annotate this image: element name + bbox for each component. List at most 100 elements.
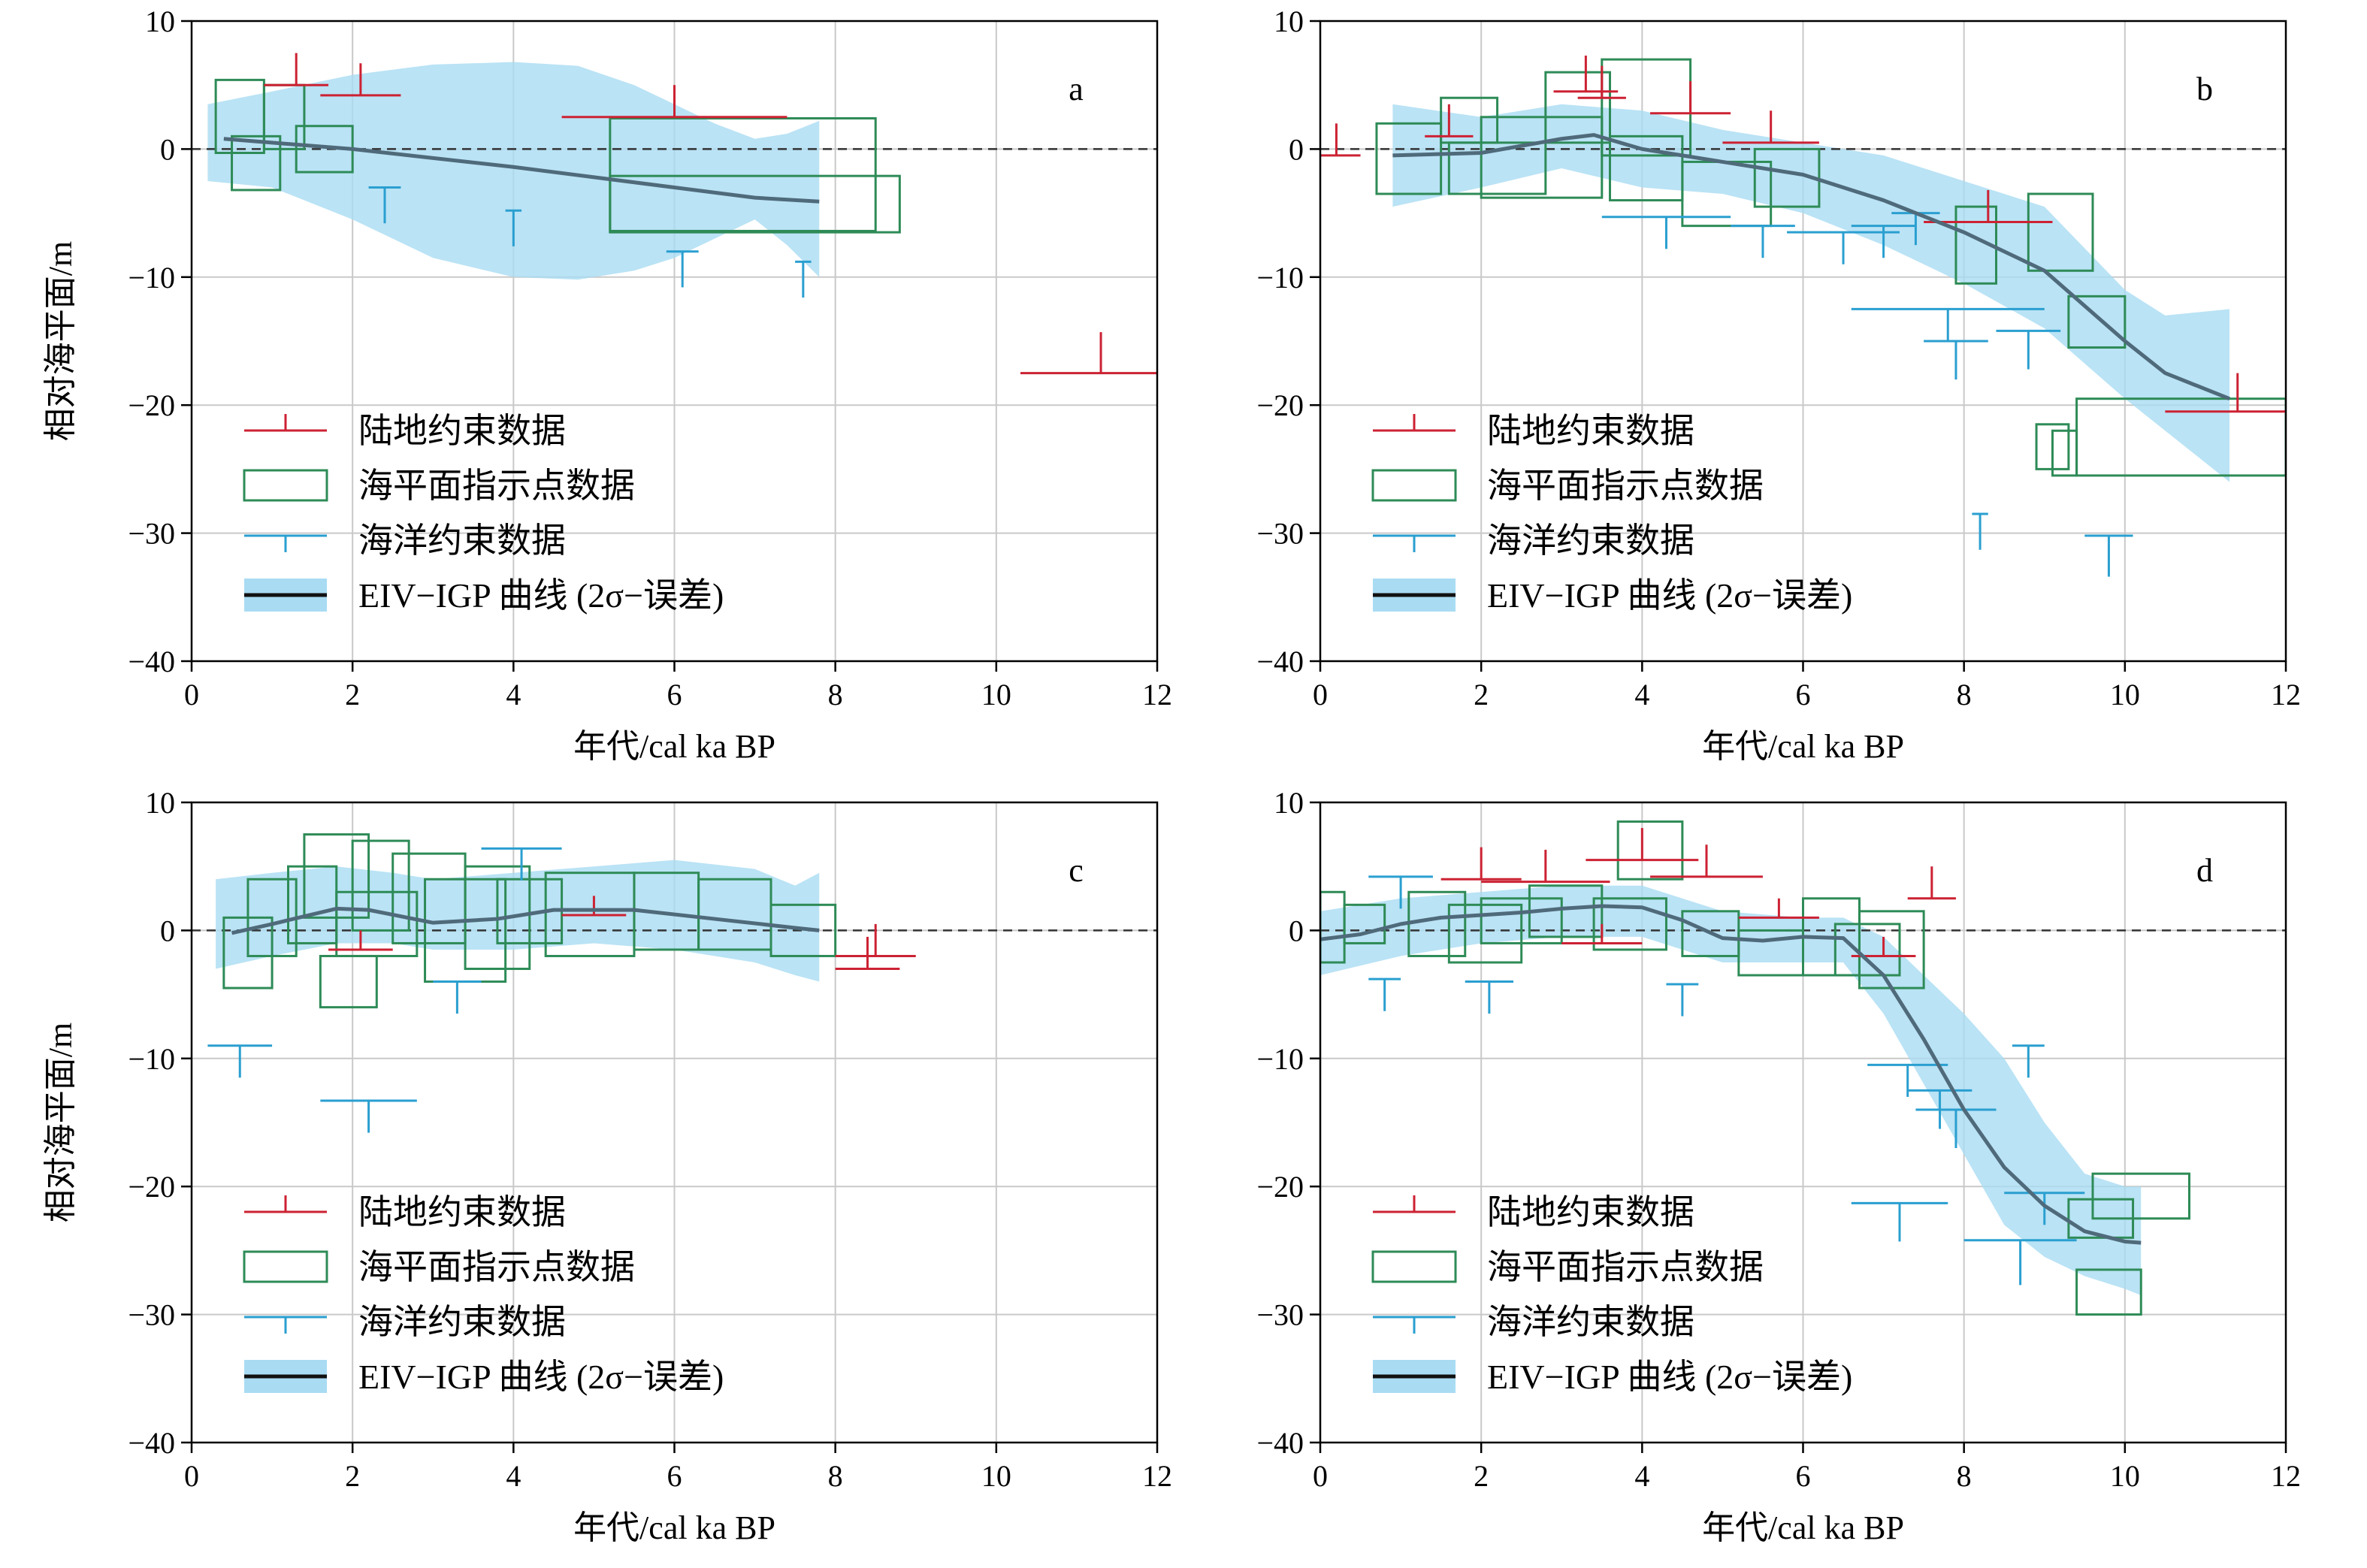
y-tick-label: −20 bbox=[1256, 1170, 1304, 1204]
x-tick-label: 8 bbox=[1957, 1459, 1972, 1493]
sea-level-index-box bbox=[1375, 122, 1443, 195]
y-tick-label: −20 bbox=[128, 1170, 175, 1204]
plot-area bbox=[1320, 56, 2286, 577]
x-axis-title: 年代/cal ka BP bbox=[573, 1509, 775, 1546]
y-tick-label: −40 bbox=[1256, 1426, 1304, 1460]
x-tick-label: 2 bbox=[345, 678, 360, 711]
y-tick-label: −10 bbox=[128, 1042, 175, 1076]
x-tick-label: 6 bbox=[1796, 678, 1811, 711]
y-tick-label: −10 bbox=[1256, 261, 1304, 295]
x-tick-label: 4 bbox=[1634, 1459, 1649, 1493]
sea-level-index-box bbox=[1480, 897, 1563, 944]
y-tick-label: 0 bbox=[160, 914, 175, 947]
uncertainty-band bbox=[216, 860, 820, 982]
y-axis-title: 相对海平面/m bbox=[42, 241, 79, 441]
x-tick-label: 6 bbox=[1796, 1459, 1811, 1493]
sea-level-index-box bbox=[1592, 897, 1667, 951]
sea-level-index-box bbox=[2067, 295, 2127, 349]
y-tick-label: −30 bbox=[1256, 1298, 1304, 1332]
x-tick-label: 8 bbox=[828, 1459, 843, 1493]
y-tick-label: 0 bbox=[1289, 132, 1304, 166]
sea-level-index-box bbox=[1447, 903, 1523, 964]
y-tick-label: 10 bbox=[1274, 786, 1304, 820]
legend-slip-box bbox=[1371, 469, 1457, 502]
x-tick-label: 4 bbox=[506, 1459, 521, 1493]
y-tick-label: −20 bbox=[128, 388, 175, 422]
legend-slip-box bbox=[1371, 1250, 1457, 1283]
sea-level-index-box bbox=[319, 954, 378, 1009]
x-axis-title: 年代/cal ka BP bbox=[1702, 728, 1904, 765]
sea-level-index-box bbox=[2027, 192, 2094, 272]
sea-level-index-box bbox=[464, 865, 531, 971]
x-tick-label: 12 bbox=[2271, 678, 2301, 711]
y-tick-label: 0 bbox=[1289, 914, 1304, 947]
x-tick-label: 12 bbox=[1142, 678, 1172, 711]
sea-level-index-box bbox=[1954, 205, 1997, 285]
sea-level-index-box bbox=[609, 174, 901, 234]
y-tick-label: −40 bbox=[1256, 645, 1304, 678]
x-tick-label: 10 bbox=[2110, 678, 2140, 711]
y-axis-title: 相对海平面/m bbox=[42, 1023, 79, 1222]
y-tick-label: −30 bbox=[1256, 517, 1304, 551]
uncertainty-band bbox=[1320, 885, 2142, 1296]
sea-level-index-box bbox=[1447, 141, 1547, 195]
sea-level-index-box bbox=[351, 839, 410, 932]
chart-panel-c: 0 2 4 6 8 10 12 10 0 −10 −20 −30 −40 c 年代/cal ka BP 相对海… bbox=[42, 786, 1172, 1546]
x-axis-title: 年代/cal ka BP bbox=[573, 728, 775, 765]
chart-panel-b: 0 2 4 6 8 10 12 10 0 −10 −20 −30 −40 b 年代/cal ka BP 陆地约… bbox=[1256, 5, 2301, 765]
legend-label-land: 陆地约束数据 bbox=[358, 412, 566, 450]
panel-letter: d bbox=[2196, 852, 2213, 889]
x-tick-label: 2 bbox=[1474, 678, 1489, 711]
chart-panel-d: 0 2 4 6 8 10 12 10 0 −10 −20 −30 −40 d 年代/cal ka BP 陆地约… bbox=[1256, 786, 2301, 1546]
legend-label-land: 陆地约束数据 bbox=[1487, 1193, 1694, 1231]
sea-level-index-box bbox=[609, 117, 877, 232]
x-tick-label: 4 bbox=[1634, 678, 1649, 711]
sea-level-index-box bbox=[1616, 820, 1684, 881]
plot-area bbox=[1320, 820, 2286, 1316]
plot-area bbox=[192, 833, 1157, 1133]
x-tick-label: 2 bbox=[1474, 1459, 1489, 1493]
x-tick-label: 8 bbox=[1957, 678, 1972, 711]
sea-level-index-box bbox=[1833, 923, 1901, 977]
legend-label-curve: EIV−IGP 曲线 (2σ−误差) bbox=[1487, 576, 1852, 615]
legend-label-marine: 海洋约束数据 bbox=[358, 1303, 566, 1341]
x-tick-label: 10 bbox=[2110, 1459, 2140, 1493]
y-tick-label: −30 bbox=[128, 1298, 175, 1332]
sea-level-index-box bbox=[335, 890, 419, 957]
x-tick-label: 6 bbox=[667, 1459, 682, 1493]
legend-label-slip: 海平面指示点数据 bbox=[358, 1248, 635, 1286]
y-tick-label: −20 bbox=[1256, 388, 1304, 422]
eiv-igp-curve bbox=[1320, 904, 2142, 1245]
x-tick-label: 10 bbox=[981, 1459, 1011, 1493]
legend-slip-box bbox=[243, 1250, 328, 1283]
eiv-igp-curve bbox=[231, 906, 820, 935]
legend-label-curve: EIV−IGP 曲线 (2σ−误差) bbox=[358, 1358, 724, 1396]
panel-letter: b bbox=[2196, 71, 2213, 107]
legend-label-marine: 海洋约束数据 bbox=[358, 521, 566, 560]
sea-level-index-box bbox=[2091, 1172, 2190, 1220]
y-tick-label: 10 bbox=[145, 5, 175, 38]
x-tick-label: 0 bbox=[184, 678, 199, 711]
legend-label-land: 陆地约束数据 bbox=[1487, 412, 1694, 450]
legend-label-curve: EIV−IGP 曲线 (2σ−误差) bbox=[358, 576, 724, 615]
x-tick-label: 0 bbox=[1313, 678, 1328, 711]
legend-label-slip: 海平面指示点数据 bbox=[1487, 467, 1764, 505]
y-tick-label: −40 bbox=[128, 645, 175, 678]
x-tick-label: 4 bbox=[506, 678, 521, 711]
y-tick-label: −10 bbox=[1256, 1042, 1304, 1076]
panel-letter: c bbox=[1069, 852, 1084, 889]
x-tick-label: 2 bbox=[345, 1459, 360, 1493]
x-tick-label: 12 bbox=[1142, 1459, 1172, 1493]
sea-level-index-box bbox=[769, 903, 837, 957]
x-tick-label: 6 bbox=[667, 678, 682, 711]
sea-level-index-box bbox=[1544, 71, 1611, 144]
sea-level-index-box bbox=[1480, 116, 1604, 199]
legend-label-marine: 海洋约束数据 bbox=[1487, 521, 1694, 560]
legend-label-slip: 海平面指示点数据 bbox=[1487, 1248, 1764, 1286]
y-tick-label: −40 bbox=[128, 1426, 175, 1460]
y-tick-label: −30 bbox=[128, 517, 175, 551]
